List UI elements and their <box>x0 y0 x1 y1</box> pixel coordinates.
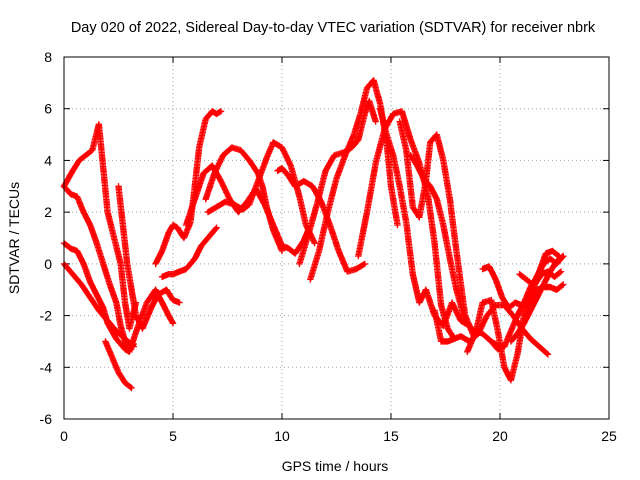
y-tick-label: -4 <box>40 359 53 375</box>
series-track-m <box>296 97 379 268</box>
x-tick-label: 5 <box>169 428 177 444</box>
y-tick-label: 0 <box>44 256 52 272</box>
data-point-markers <box>296 97 379 268</box>
series-track-f <box>115 183 183 332</box>
data-point-markers <box>102 338 135 392</box>
x-tick-label: 25 <box>601 428 617 444</box>
data-point-markers <box>204 139 318 247</box>
data-point-markers <box>396 118 477 340</box>
y-tick-label: 4 <box>44 152 52 168</box>
chart-title: Day 020 of 2022, Sidereal Day-to-day VTE… <box>71 20 596 36</box>
x-axis-label: GPS time / hours <box>282 458 389 474</box>
y-tick-label: -2 <box>40 308 53 324</box>
data-point-markers <box>158 224 220 280</box>
y-tick-label: 2 <box>44 204 52 220</box>
y-tick-label: 8 <box>44 49 52 65</box>
x-tick-label: 20 <box>492 428 508 444</box>
x-tick-label: 15 <box>383 428 399 444</box>
series-track-e <box>102 338 135 392</box>
axis-ticks: 0 5 10 15 20 25 -6 -4 -2 0 2 4 6 8 <box>40 49 617 444</box>
x-tick-label: 0 <box>60 428 68 444</box>
data-marks <box>60 77 567 392</box>
y-tick-label: 6 <box>44 101 52 117</box>
x-tick-label: 10 <box>274 428 290 444</box>
data-point-markers <box>516 247 563 288</box>
plot-frame <box>63 56 610 420</box>
data-point-markers <box>274 165 368 275</box>
series-track-w <box>507 252 567 345</box>
series-track-q <box>396 118 477 340</box>
series-track-k <box>204 139 318 247</box>
series-track-x <box>516 247 563 288</box>
y-tick-label: -6 <box>40 411 53 427</box>
y-axis-label: SDTVAR / TECUs <box>6 182 22 294</box>
data-point-markers <box>507 252 567 345</box>
series-track-l <box>274 165 368 275</box>
data-point-markers <box>115 183 183 332</box>
series-track-h <box>158 224 220 280</box>
